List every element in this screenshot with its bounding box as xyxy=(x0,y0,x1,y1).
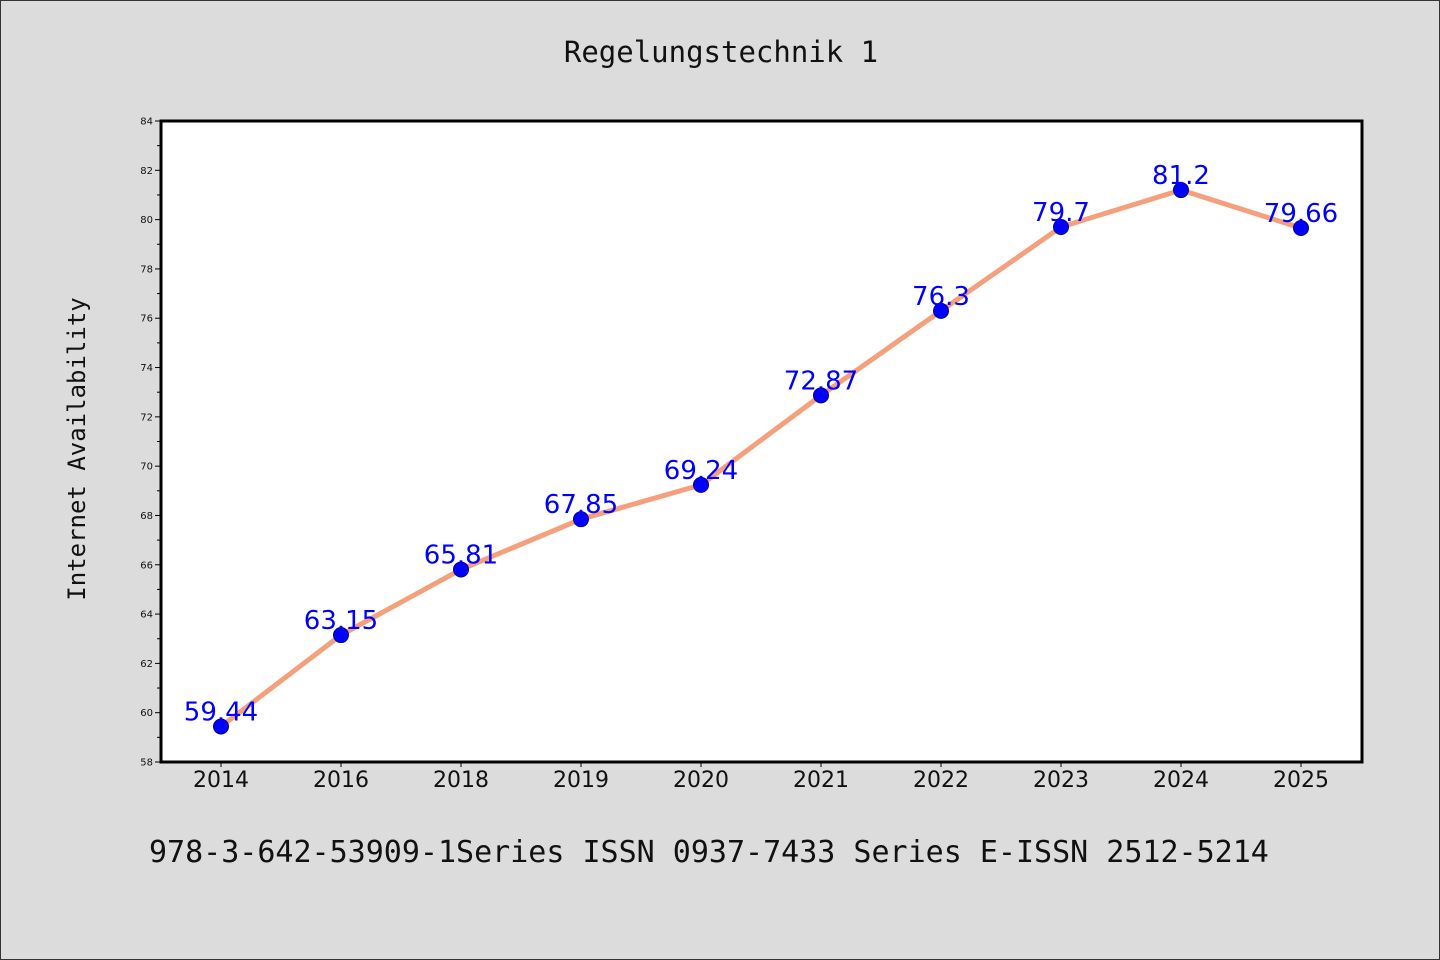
data-point xyxy=(693,476,709,493)
x-tick-label: 2016 xyxy=(313,768,369,793)
data-point xyxy=(453,561,469,578)
data-label: 69.24 xyxy=(664,456,738,486)
y-tick-label: 60 xyxy=(140,708,153,719)
x-tick-label: 2021 xyxy=(793,768,849,793)
y-tick-label: 64 xyxy=(140,610,153,621)
footer-isbn-issn: 978-3-642-53909-1Series ISSN 0937-7433 S… xyxy=(149,835,1269,870)
data-point xyxy=(573,511,589,528)
y-tick-label: 76 xyxy=(140,314,153,325)
y-tick-label: 72 xyxy=(140,412,153,423)
data-label: 76.3 xyxy=(912,282,970,312)
data-label: 65.81 xyxy=(424,540,498,570)
y-tick-label: 58 xyxy=(140,758,153,769)
x-tick-label: 2025 xyxy=(1273,768,1329,793)
x-tick-label: 2023 xyxy=(1033,768,1089,793)
data-point xyxy=(1293,219,1309,236)
x-tick-label: 2018 xyxy=(433,768,489,793)
x-tick-label: 2024 xyxy=(1153,768,1209,793)
data-point xyxy=(1173,182,1189,199)
y-tick-label: 66 xyxy=(140,560,153,571)
data-point xyxy=(1053,219,1069,236)
data-point xyxy=(333,627,349,644)
y-tick-label: 74 xyxy=(140,363,153,374)
data-label: 59.44 xyxy=(184,697,258,727)
y-tick-label: 84 xyxy=(140,117,153,128)
x-tick-label: 2020 xyxy=(673,768,729,793)
data-point xyxy=(933,302,949,319)
y-tick-label: 70 xyxy=(140,462,153,473)
data-label: 79.7 xyxy=(1032,198,1090,228)
series-line xyxy=(218,187,1304,729)
chart-title: Regelungstechnik 1 xyxy=(563,35,879,69)
data-label: 81.2 xyxy=(1152,161,1210,191)
y-tick-label: 78 xyxy=(140,264,153,275)
data-label: 72.87 xyxy=(784,366,858,396)
y-tick-label: 80 xyxy=(140,215,153,226)
y-tick-label: 62 xyxy=(140,659,153,670)
x-tick-label: 2022 xyxy=(913,768,969,793)
data-point xyxy=(213,718,229,735)
x-tick-label: 2019 xyxy=(553,768,609,793)
y-tick-label: 82 xyxy=(140,166,153,177)
data-label: 79.66 xyxy=(1264,199,1338,229)
data-label: 67.85 xyxy=(544,490,618,520)
data-label: 63.15 xyxy=(304,606,378,636)
data-point xyxy=(813,387,829,404)
y-tick-label: 68 xyxy=(140,511,153,522)
x-tick-label: 2014 xyxy=(193,768,249,793)
